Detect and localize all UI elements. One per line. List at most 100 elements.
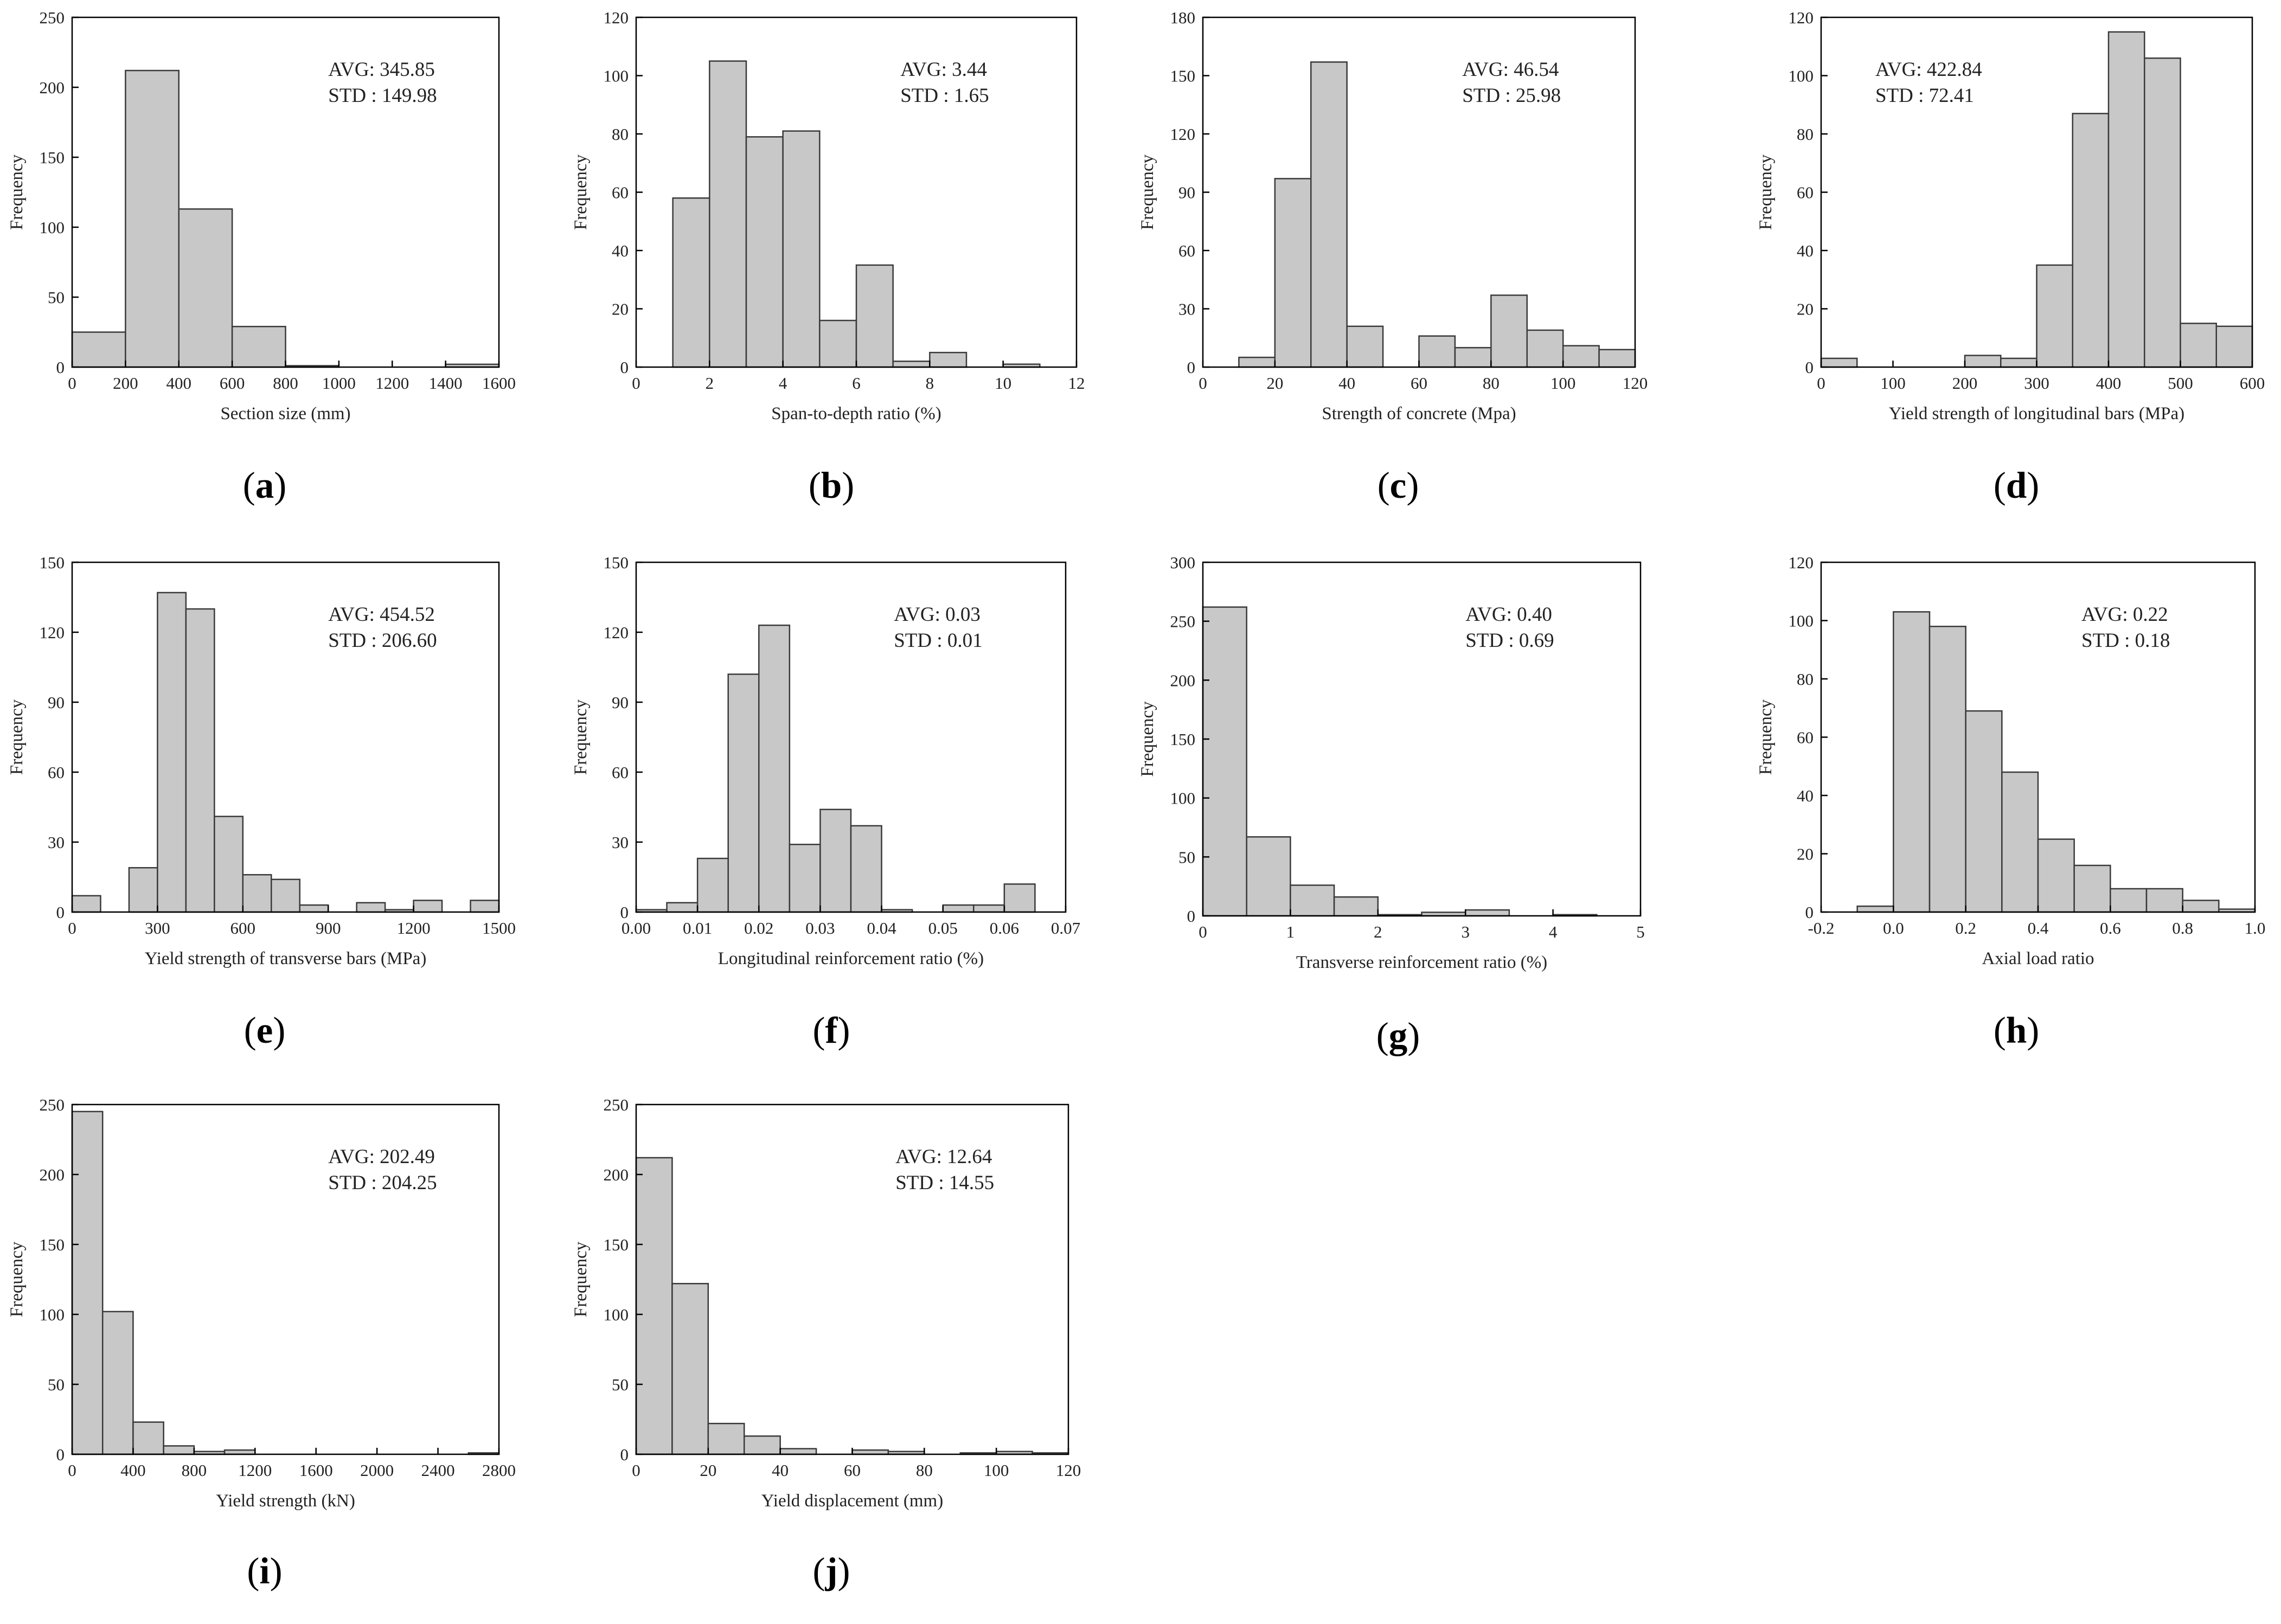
panel-letter: b xyxy=(821,465,842,506)
x-tick-label: 10 xyxy=(995,374,1011,393)
y-axis-label: Frequency xyxy=(571,699,591,775)
histogram-bar xyxy=(2180,323,2217,368)
histogram-bar xyxy=(1003,883,1036,913)
y-axis-label: Frequency xyxy=(1756,699,1776,775)
caption-close-paren: ) xyxy=(274,465,286,506)
x-tick-label: 1600 xyxy=(482,374,516,393)
histogram-bar xyxy=(709,60,747,368)
histogram-bar xyxy=(973,904,1005,913)
y-tick-label: 250 xyxy=(604,1095,629,1114)
x-axis-label: Yield displacement (mm) xyxy=(761,1491,943,1511)
panel-letter: i xyxy=(259,1550,270,1591)
y-tick-label: 250 xyxy=(40,1095,65,1114)
x-axis-label: Transverse reinforcement ratio (%) xyxy=(1296,953,1547,972)
y-tick-label: 100 xyxy=(40,218,65,237)
y-tick-label: 100 xyxy=(1170,789,1196,808)
std-annotation: STD : 72.41 xyxy=(1875,85,1974,107)
y-tick-label: 0 xyxy=(56,1445,65,1464)
y-tick-label: 60 xyxy=(612,183,629,202)
histogram-bar xyxy=(128,867,158,913)
x-tick-label: 0.2 xyxy=(1955,919,1976,938)
panel-caption: (b) xyxy=(809,465,854,506)
y-tick-label: 120 xyxy=(1789,553,1814,572)
x-tick-label: 600 xyxy=(220,374,245,393)
histogram-bar xyxy=(470,900,500,913)
x-tick-label: 800 xyxy=(273,374,298,393)
histogram-bar xyxy=(892,361,931,368)
x-tick-label: 0.01 xyxy=(683,919,712,938)
histogram-bar xyxy=(242,874,272,913)
y-tick-label: 100 xyxy=(604,1305,629,1324)
panel-caption: (i) xyxy=(247,1550,282,1591)
y-tick-label: 60 xyxy=(1797,183,1814,202)
histogram-bar xyxy=(185,608,215,913)
histogram-bar xyxy=(819,808,852,913)
histogram-bar xyxy=(671,1282,709,1455)
histogram-bar xyxy=(1454,346,1492,368)
histogram-bar xyxy=(1526,329,1564,368)
y-tick-label: 80 xyxy=(1797,125,1814,144)
x-tick-label: 0 xyxy=(68,374,76,393)
histogram-bar xyxy=(1418,335,1456,368)
x-tick-label: 1400 xyxy=(429,374,463,393)
y-tick-label: 150 xyxy=(40,553,65,572)
histogram-bar xyxy=(1893,611,1931,913)
x-tick-label: 40 xyxy=(772,1461,789,1480)
x-tick-label: 0.05 xyxy=(928,919,958,938)
panel-letter: h xyxy=(2006,1010,2027,1051)
x-axis-label: Longitudinal reinforcement ratio (%) xyxy=(718,949,984,968)
histogram-bar xyxy=(2073,864,2111,913)
y-tick-label: 40 xyxy=(612,241,629,260)
panel-caption: (g) xyxy=(1376,1015,1420,1056)
caption-close-paren: ) xyxy=(273,1010,285,1051)
histogram-bar xyxy=(157,592,187,913)
caption-close-paren: ) xyxy=(2027,465,2039,506)
panel-letter: g xyxy=(1389,1015,1408,1056)
x-tick-label: 300 xyxy=(2024,374,2049,393)
histogram-bar xyxy=(2215,325,2253,368)
y-tick-label: 0 xyxy=(1805,358,1814,377)
histogram-bar xyxy=(1490,294,1528,368)
y-tick-label: 0 xyxy=(620,903,629,922)
y-tick-label: 60 xyxy=(1178,241,1195,260)
y-tick-label: 0 xyxy=(1805,903,1814,922)
histogram-bar xyxy=(413,900,443,913)
x-tick-label: 200 xyxy=(1952,374,1978,393)
caption-open-paren: ( xyxy=(243,465,255,506)
x-tick-label: 0.0 xyxy=(1883,919,1904,938)
panel-letter: d xyxy=(2006,465,2027,506)
x-tick-label: 200 xyxy=(113,374,138,393)
y-tick-label: 200 xyxy=(1170,671,1196,690)
caption-open-paren: ( xyxy=(1376,1015,1389,1056)
x-tick-label: 100 xyxy=(984,1461,1009,1480)
x-tick-label: 100 xyxy=(1880,374,1906,393)
x-tick-label: 100 xyxy=(1550,374,1576,393)
histogram-bar xyxy=(1333,896,1379,917)
histogram-bar xyxy=(2145,888,2183,913)
x-tick-label: 0 xyxy=(1199,922,1207,941)
y-tick-label: 120 xyxy=(40,623,65,642)
histogram-bar xyxy=(1856,906,1894,913)
y-tick-label: 0 xyxy=(56,358,65,377)
panel-letter: j xyxy=(825,1550,838,1591)
x-tick-label: 0.04 xyxy=(867,919,896,938)
histogram-panel-c: 0 20 40 60 80 100 120 0 30 60 90 120 150 180 Strength … xyxy=(1138,8,1648,506)
x-tick-label: 4 xyxy=(779,374,787,393)
histogram-bar xyxy=(745,136,784,368)
y-tick-label: 50 xyxy=(612,1375,629,1394)
x-tick-label: 400 xyxy=(120,1461,146,1480)
panel-letter: e xyxy=(257,1010,273,1051)
x-tick-label: 800 xyxy=(182,1461,207,1480)
y-tick-label: 100 xyxy=(604,67,629,86)
histogram-panel-d: 0 100 200 300 400 500 600 0 20 40 60 80 100 120 Yield … xyxy=(1756,8,2265,506)
x-tick-label: 1200 xyxy=(397,919,431,938)
x-tick-label: 400 xyxy=(2096,374,2122,393)
caption-close-paren: ) xyxy=(2027,1010,2039,1051)
y-tick-label: 80 xyxy=(612,125,629,144)
y-tick-label: 40 xyxy=(1797,786,1814,805)
histogram-panel-a: 0 200 400 600 800 1000 1200 1400 1600 0 50 100 150 20… xyxy=(7,8,516,506)
histogram-bar xyxy=(666,902,699,913)
histogram-bar xyxy=(744,1435,781,1455)
std-annotation: STD : 0.18 xyxy=(2081,630,2170,652)
